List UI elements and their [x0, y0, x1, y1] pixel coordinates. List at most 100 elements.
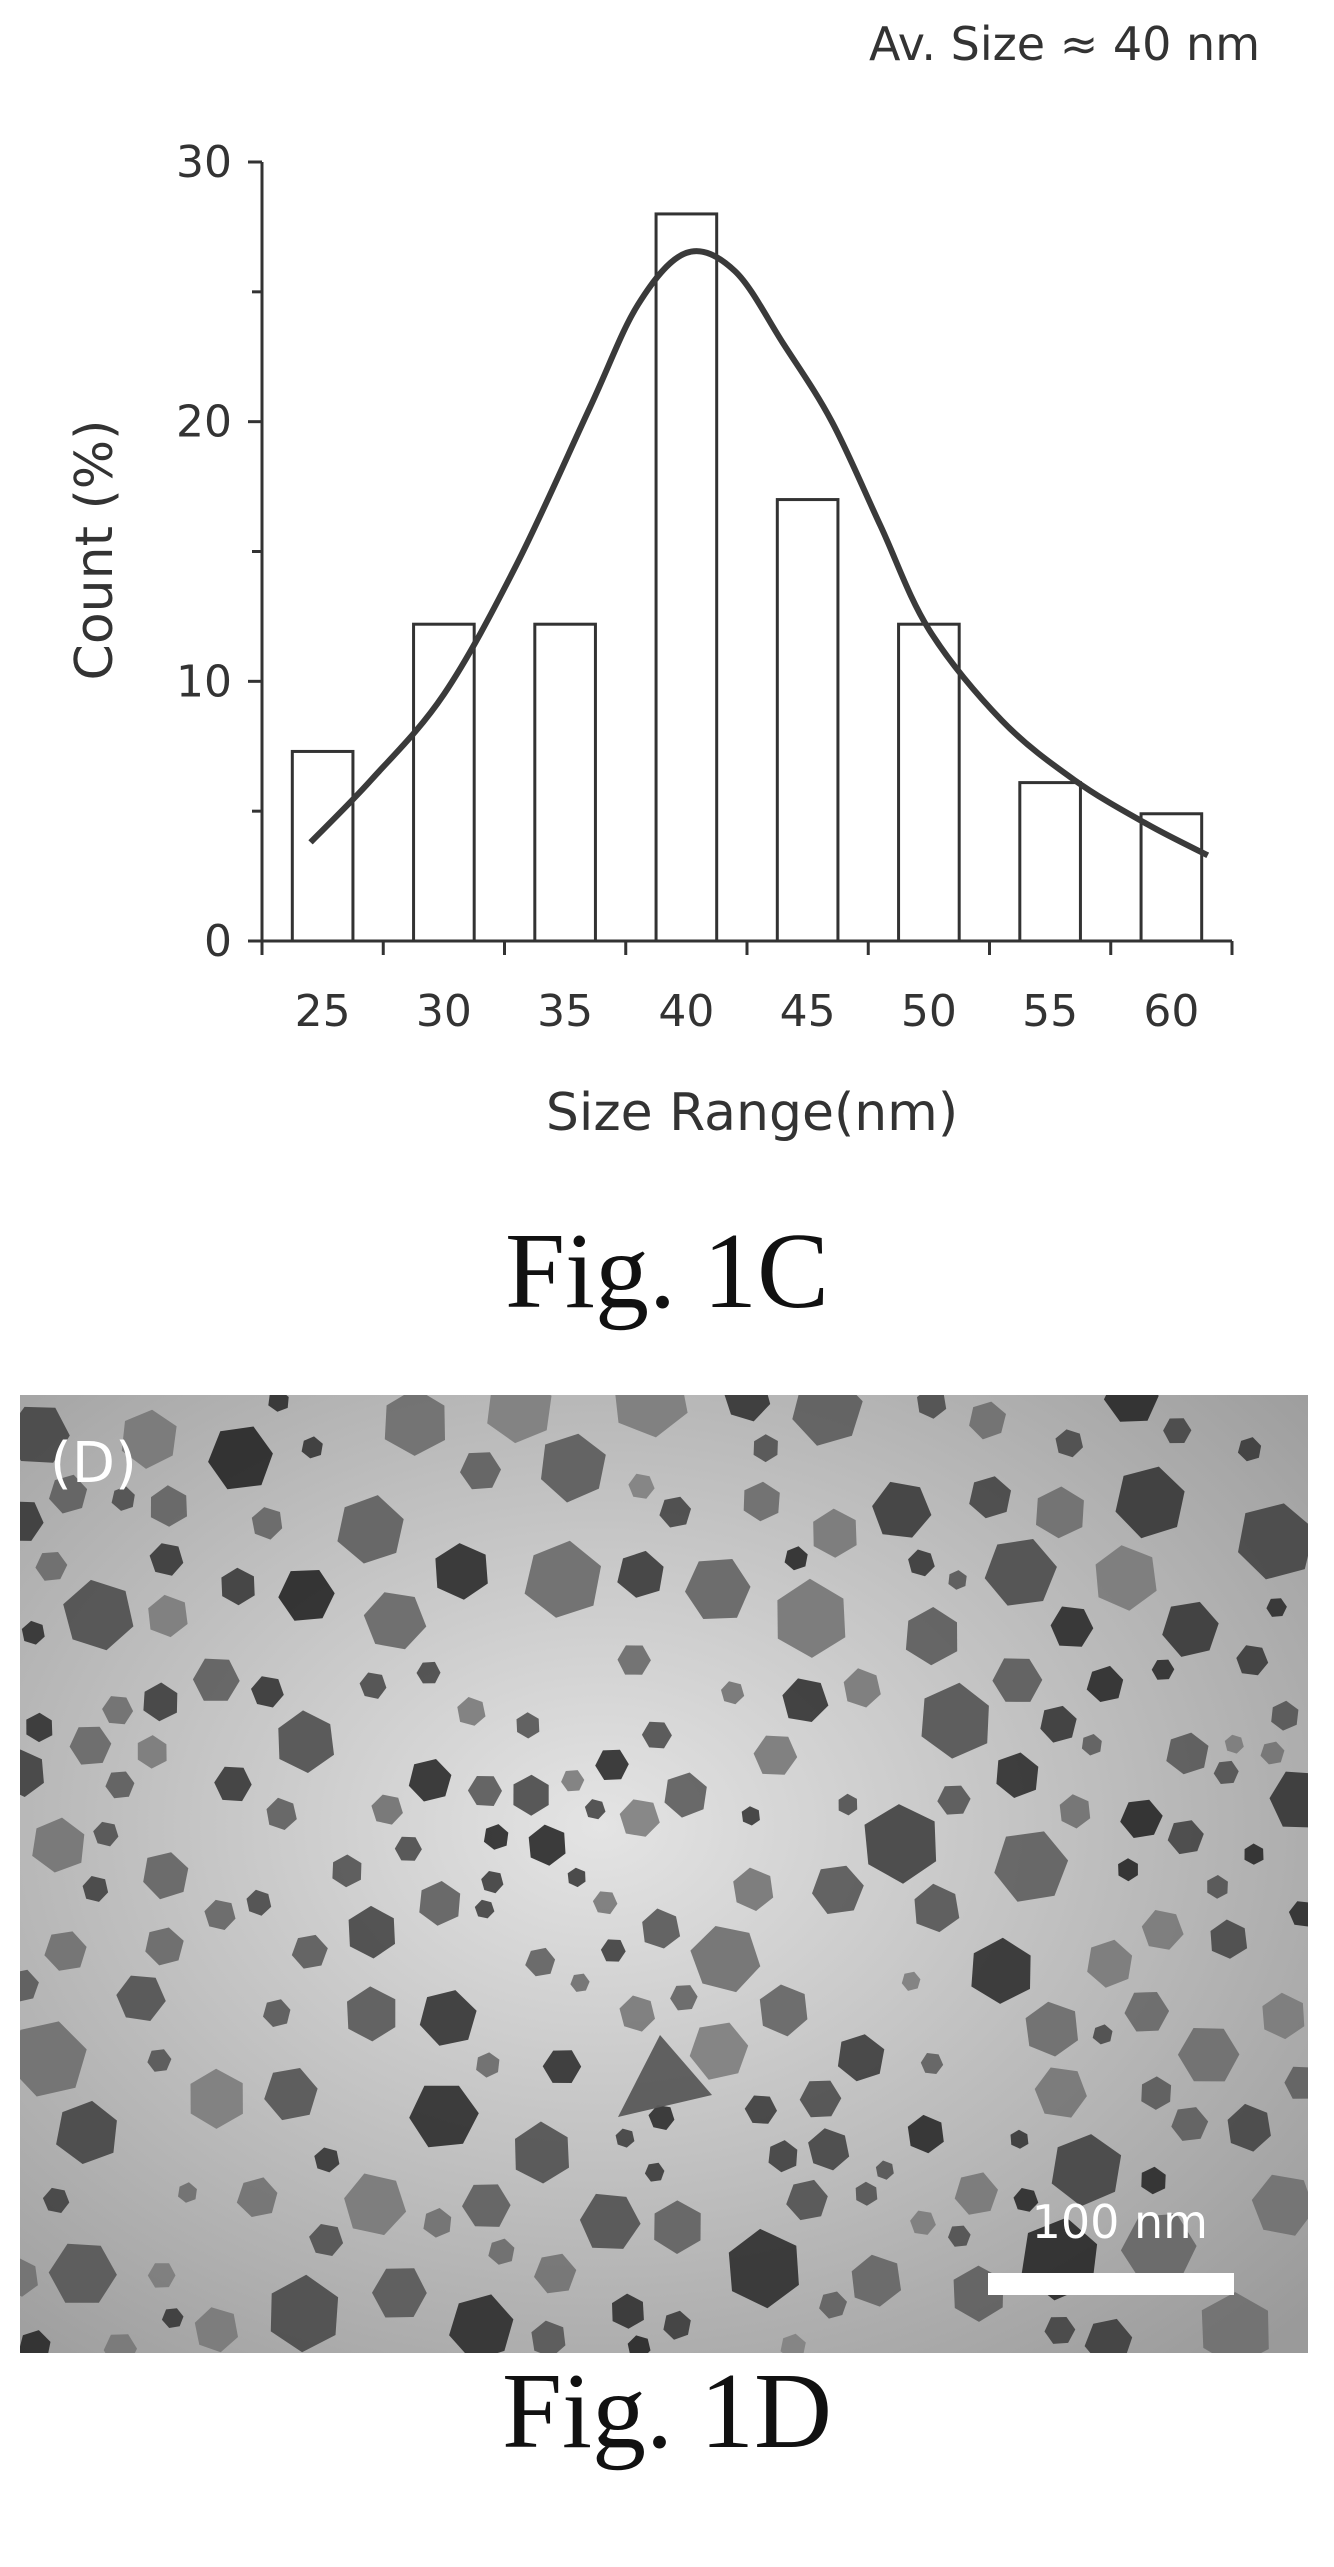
nanoparticle — [49, 1474, 88, 1514]
nanoparticle — [1244, 1843, 1264, 1865]
nanoparticle — [204, 1899, 236, 1930]
nanoparticle — [251, 1676, 284, 1708]
y-tick-label: 30 — [176, 137, 232, 188]
nanoparticle — [541, 1433, 606, 1503]
nanoparticle — [1010, 2129, 1029, 2149]
scale-bar-label: 100 nm — [1031, 2195, 1208, 2249]
nanoparticle — [914, 1883, 960, 1933]
nanoparticle — [584, 1799, 606, 1820]
nanoparticle — [190, 2068, 243, 2129]
nanoparticle — [1120, 1799, 1163, 1838]
nanoparticle — [20, 2258, 38, 2297]
nanoparticle — [1141, 2166, 1166, 2195]
nanoparticle — [515, 2121, 569, 2184]
nanoparticle — [969, 1401, 1006, 1440]
nanoparticle — [481, 1871, 504, 1894]
tem-micrograph: (D) 100 nm — [20, 1395, 1308, 2353]
histogram-bar — [897, 622, 961, 943]
nanoparticle — [278, 1570, 335, 1621]
nanoparticle — [137, 1735, 167, 1769]
nanoparticle — [192, 1658, 240, 1701]
nanoparticle — [416, 1661, 441, 1684]
nanoparticle — [372, 2268, 427, 2318]
nanoparticle — [741, 1806, 760, 1826]
nanoparticle — [266, 1797, 297, 1830]
nanoparticle — [615, 1395, 688, 1438]
nanoparticle — [855, 2181, 878, 2206]
nanoparticle — [63, 1579, 134, 1651]
nanoparticle — [435, 1543, 488, 1600]
nanoparticle — [371, 1794, 403, 1825]
y-tick-label: 0 — [204, 916, 232, 967]
nanoparticle — [561, 1770, 585, 1792]
nanoparticle — [1271, 1700, 1299, 1731]
y-tick-label: 10 — [176, 656, 232, 707]
average-size-annotation: Av. Size ≈ 40 nm — [869, 17, 1260, 71]
nanoparticle — [20, 2330, 51, 2353]
nanoparticle — [102, 1696, 134, 1725]
nanoparticle — [743, 1481, 780, 1522]
nanoparticle — [937, 1785, 971, 1815]
nanoparticle — [116, 1975, 166, 2021]
nanoparticle — [487, 1395, 552, 1444]
nanoparticle — [864, 1804, 937, 1884]
figure-caption-1c: Fig. 1C — [504, 1212, 830, 1331]
nanoparticle — [908, 1549, 935, 1577]
nanoparticle — [1238, 1503, 1308, 1580]
nanoparticle — [819, 2291, 847, 2319]
nanoparticle — [214, 1766, 252, 1802]
nanoparticle — [1055, 1429, 1083, 1458]
nanoparticle — [1201, 2292, 1269, 2353]
nanoparticle — [1166, 1732, 1209, 1775]
nanoparticle — [872, 1481, 932, 1538]
nanoparticle — [105, 1771, 135, 1799]
nanoparticle — [409, 2085, 479, 2148]
nanoparticle — [948, 1570, 967, 1590]
nanoparticle — [26, 1712, 53, 1743]
nanoparticle — [619, 1995, 655, 2032]
nanoparticle — [178, 2182, 197, 2203]
nanoparticle — [1124, 1992, 1170, 2032]
nanoparticle — [1213, 1760, 1239, 1784]
nanoparticle — [724, 1395, 771, 1422]
nanoparticle — [954, 2172, 998, 2215]
nanoparticle — [619, 1799, 660, 1837]
nanoparticle — [35, 1552, 68, 1581]
nanoparticle — [721, 1681, 745, 1705]
nanoparticle — [93, 1821, 119, 1847]
nanoparticle — [121, 1409, 177, 1469]
nanoparticle — [264, 2068, 318, 2121]
nanoparticle — [337, 1495, 404, 1564]
nanoparticle — [474, 1899, 495, 1919]
nanoparticle — [513, 1774, 549, 1816]
nanoparticle — [1210, 1919, 1248, 1959]
nanoparticle — [309, 2224, 344, 2256]
x-tick-label: 60 — [1143, 986, 1199, 1037]
nanoparticle — [663, 2310, 691, 2340]
gaussian-fit-curve — [308, 248, 1210, 858]
nanoparticle — [462, 2184, 511, 2227]
nanoparticle — [1087, 1939, 1133, 1988]
nanoparticle — [525, 1947, 556, 1977]
nanoparticle — [149, 1543, 184, 1576]
nanoparticle — [1044, 2317, 1076, 2344]
nanoparticle — [921, 1682, 989, 1759]
triangular-nanoparticle — [618, 2035, 712, 2117]
nanoparticle — [1141, 1910, 1184, 1950]
nanoparticle — [1207, 1875, 1228, 1899]
histogram-bar — [775, 498, 840, 943]
histogram-bar — [1139, 812, 1204, 943]
nanoparticle — [917, 1395, 947, 1419]
nanoparticle — [143, 1852, 189, 1900]
nanoparticle — [690, 1926, 761, 1993]
nanoparticle — [531, 2320, 566, 2353]
nanoparticle — [777, 1578, 846, 1658]
nanoparticle — [56, 2100, 117, 2164]
histogram-bar — [290, 749, 355, 943]
nanoparticle — [194, 2307, 238, 2353]
histogram-bar — [533, 622, 597, 943]
nanoparticle — [524, 1540, 601, 1618]
nanoparticle — [467, 1776, 502, 1806]
nanoparticle — [570, 1973, 590, 1992]
nanoparticle — [332, 1854, 362, 1888]
